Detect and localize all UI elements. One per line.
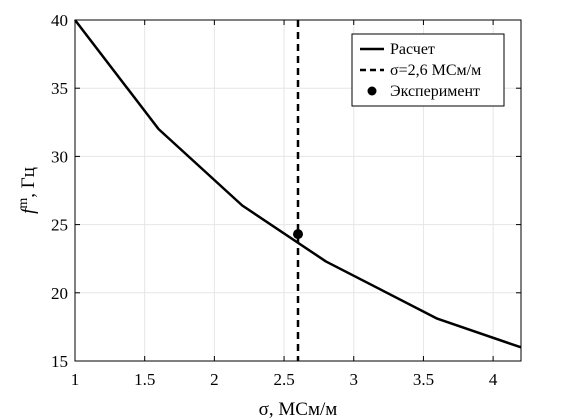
- legend: Расчет σ=2,6 МСм/м Эксперимент: [351, 33, 505, 107]
- y-tick-label: 25: [51, 216, 68, 235]
- plot-area: [74, 19, 522, 361]
- x-tick-label: 1.5: [134, 370, 155, 389]
- y-axis-label-rest: , Гц: [18, 167, 39, 198]
- legend-box: [351, 33, 505, 107]
- y-axis-label-sub: m: [16, 198, 31, 209]
- y-tick-label: 35: [51, 79, 68, 98]
- y-tick-label: 40: [51, 11, 68, 30]
- x-axis-label: σ, МСм/м: [259, 399, 338, 420]
- y-tick-label: 20: [51, 284, 68, 303]
- series-calculation-line: [74, 19, 522, 349]
- ticks: 1 1.5 2 2.5 3 3.5 4 15 20 25 30 35 40: [51, 11, 521, 389]
- x-tick-label: 2: [210, 370, 219, 389]
- legend-entry-calculation: Расчет: [390, 41, 435, 58]
- legend-entry-experiment: Эксперимент: [390, 83, 480, 100]
- y-tick-label: 30: [51, 147, 68, 166]
- legend-swatch-experiment: [367, 86, 377, 96]
- y-axis-label: fm, Гц: [16, 167, 39, 214]
- axes-frame: [74, 19, 522, 362]
- x-tick-label: 2.5: [273, 370, 294, 389]
- series-experiment-point: [293, 229, 303, 240]
- x-tick-label: 3: [350, 370, 359, 389]
- x-tick-label: 3.5: [413, 370, 434, 389]
- y-axis-label-main: f: [18, 206, 39, 214]
- x-tick-label: 1: [71, 370, 80, 389]
- legend-entry-conductivity: σ=2,6 МСм/м: [390, 62, 481, 79]
- y-tick-label: 15: [51, 352, 68, 371]
- x-tick-label: 4: [489, 370, 498, 389]
